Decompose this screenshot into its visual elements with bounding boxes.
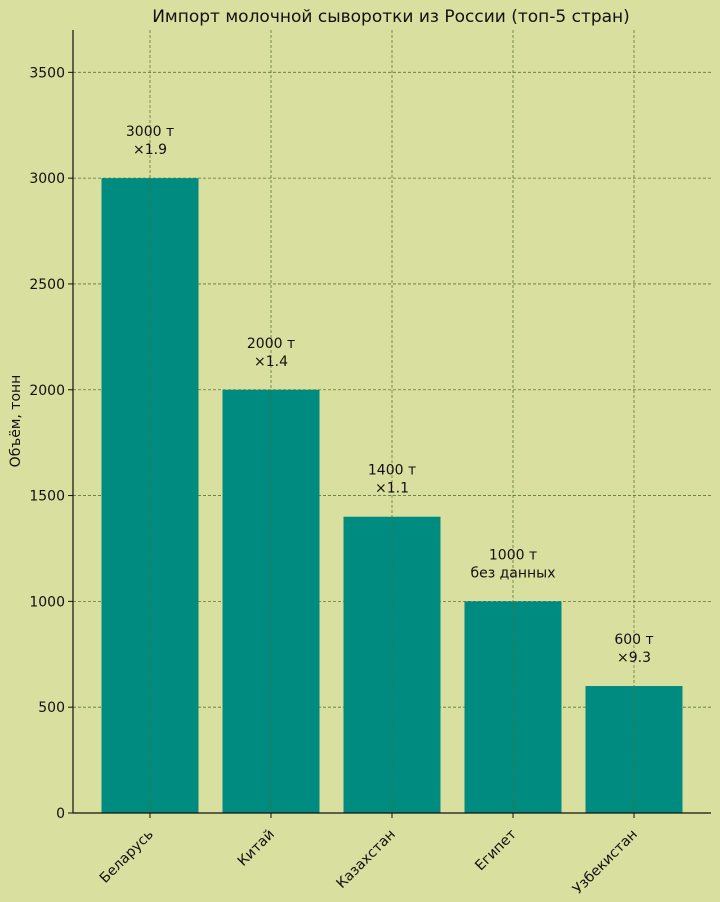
x-tick-label-1: Беларусь [97,827,157,887]
y-tick-label-1: 0 [56,806,65,822]
growth-label-3: ×1.1 [375,481,409,497]
y-tick-label-8: 3500 [29,65,65,81]
value-label-1: 3000 т [126,124,174,140]
x-tick-label-4: Египет [472,827,520,875]
y-tick-label-2: 500 [38,700,65,716]
x-tick-label-5: Узбекистан [570,827,641,898]
chart-title: Импорт молочной сыворотки из России (топ… [152,7,630,27]
y-tick-label-5: 2000 [29,383,65,399]
y-tick-label-4: 1500 [29,489,65,505]
value-label-4: 1000 т [489,547,537,563]
growth-label-2: ×1.4 [254,354,288,370]
value-label-3: 1400 т [368,463,416,479]
x-tick-label-3: Казахстан [333,827,398,892]
y-tick-label-3: 1000 [29,594,65,610]
value-label-5: 600 т [614,632,653,648]
value-label-2: 2000 т [247,336,295,352]
growth-label-5: ×9.3 [617,650,651,666]
growth-label-1: ×1.9 [133,142,167,158]
y-tick-label-6: 2500 [29,277,65,293]
y-axis-title: Объём, тонн [8,375,24,468]
bars-layer [101,178,683,813]
y-tick-label-7: 3000 [29,171,65,187]
axes-layer [68,30,711,818]
x-tick-label-2: Китай [235,827,278,870]
growth-label-4: без данных [470,565,555,581]
